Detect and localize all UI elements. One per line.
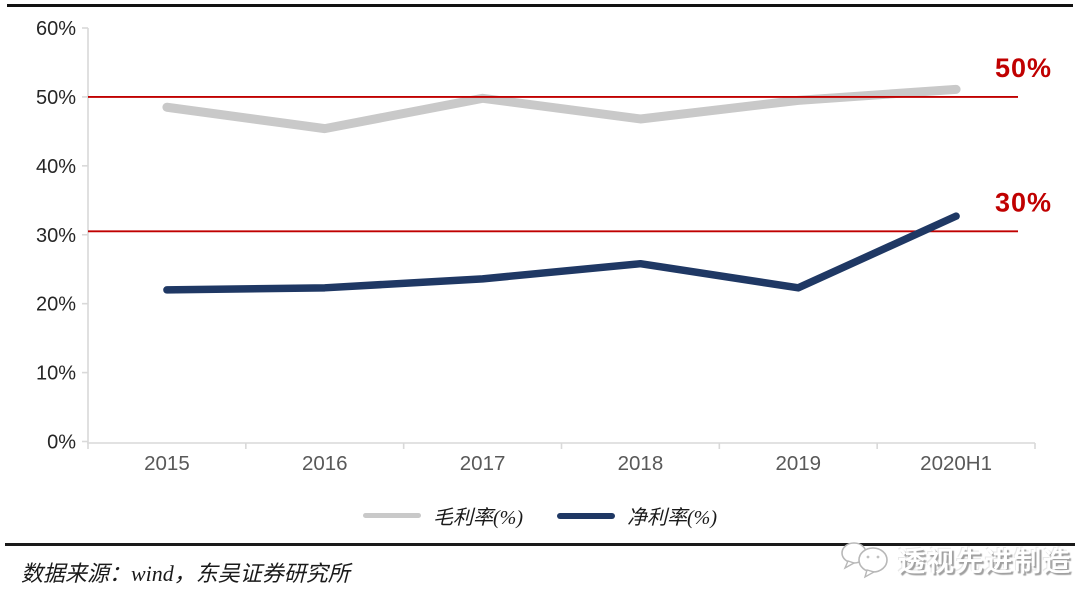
gross-margin-legend-label: 毛利率(%) <box>433 507 523 529</box>
y-tick-label: 10% <box>36 363 76 385</box>
gross-margin-line-swatch <box>363 513 422 518</box>
reference-label-50%: 50% <box>995 53 1052 83</box>
bottom-divider <box>5 543 1075 546</box>
brand-watermark: 透视先进制造 <box>840 539 1072 579</box>
net-margin-line <box>163 212 960 294</box>
reference-label-30%: 30% <box>995 187 1052 217</box>
data-source-note: 数据来源：wind，东吴证券研究所 <box>21 561 350 586</box>
y-tick-label: 60% <box>36 18 76 40</box>
watermark-text: 透视先进制造 <box>898 546 1072 577</box>
chart-legend: 毛利率(%) 净利率(%) <box>0 501 1080 530</box>
top-divider <box>7 4 1073 7</box>
x-category-label: 2018 <box>618 452 664 475</box>
line-chart: 0% 10% 20% 30% 40% 50% 60% 2015 2016 2017 2018 2019… <box>36 18 1052 475</box>
y-tick-label: 40% <box>36 156 76 178</box>
net-margin-line-swatch <box>557 512 615 519</box>
legend-item-net-margin: 净利率(%) <box>557 501 717 530</box>
x-category-label: 2015 <box>144 452 190 475</box>
y-tick-label: 50% <box>36 87 76 109</box>
x-category-label: 2020H1 <box>920 452 992 475</box>
gross-margin-line <box>162 84 961 134</box>
y-tick-label: 30% <box>36 225 76 247</box>
y-tick-label: 0% <box>47 432 76 454</box>
x-category-label: 2019 <box>775 452 821 475</box>
legend-item-gross-margin: 毛利率(%) <box>363 501 523 530</box>
net-margin-legend-label: 净利率(%) <box>627 507 717 529</box>
x-category-label: 2016 <box>302 452 348 475</box>
y-tick-label: 20% <box>36 294 76 316</box>
chat-bubbles-icon <box>841 542 888 579</box>
x-category-label: 2017 <box>460 452 506 475</box>
